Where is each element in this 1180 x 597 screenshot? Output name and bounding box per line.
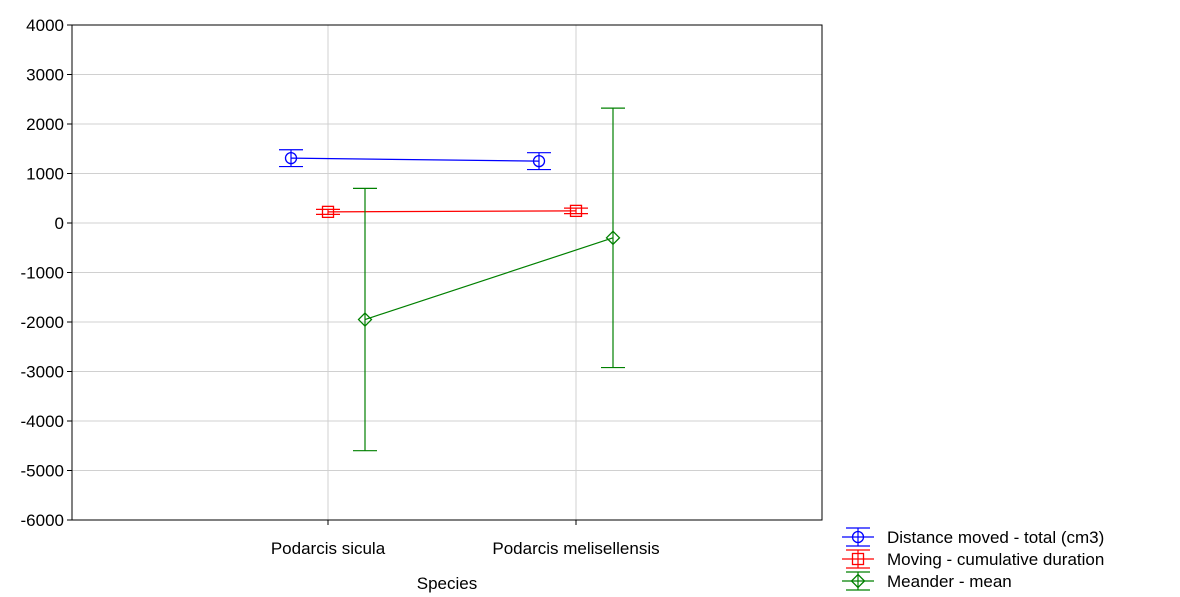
legend-item: Moving - cumulative duration	[842, 549, 1104, 569]
legend-label: Meander - mean	[887, 572, 1012, 591]
x-axis-label: Species	[417, 574, 477, 593]
data-point	[357, 312, 373, 327]
y-axis: 4000 3000 2000 1000 0 -1000 -2000 -3000 -4000 -50…	[21, 16, 72, 530]
legend-item: Meander - mean	[842, 571, 1012, 591]
y-tick-label: 1000	[26, 165, 64, 184]
y-tick-label: 0	[55, 214, 64, 233]
y-tick-label: -4000	[21, 412, 64, 431]
data-point	[532, 154, 546, 168]
legend-marker	[851, 530, 865, 544]
x-tick-label: Podarcis sicula	[271, 539, 386, 558]
legend-label: Distance moved - total (cm3)	[887, 528, 1104, 547]
y-tick-label: -1000	[21, 264, 64, 283]
y-tick-label: -3000	[21, 363, 64, 382]
data-point	[605, 230, 621, 246]
data-point	[284, 152, 298, 165]
y-tick-label: -6000	[21, 511, 64, 530]
y-tick-label: 2000	[26, 115, 64, 134]
x-axis: Podarcis sicula Podarcis melisellensis	[271, 520, 660, 558]
data-point	[321, 205, 335, 219]
series-line	[290, 157, 540, 162]
y-tick-label: -2000	[21, 313, 64, 332]
grid	[72, 25, 822, 520]
x-tick-label: Podarcis melisellensis	[492, 539, 659, 558]
legend-label: Moving - cumulative duration	[887, 550, 1104, 569]
series-line	[364, 237, 614, 321]
y-tick-label: -5000	[21, 462, 64, 481]
series-1	[279, 149, 551, 171]
y-tick-label: 4000	[26, 16, 64, 35]
series-line	[327, 210, 577, 213]
legend-item: Distance moved - total (cm3)	[842, 527, 1104, 547]
data-point	[569, 204, 583, 218]
y-tick-label: 3000	[26, 66, 64, 85]
series-3	[353, 107, 625, 452]
legend-marker	[851, 552, 865, 566]
legend-marker	[850, 573, 866, 589]
legend: Distance moved - total (cm3) Moving - cum…	[842, 527, 1104, 591]
series-2	[316, 204, 588, 219]
